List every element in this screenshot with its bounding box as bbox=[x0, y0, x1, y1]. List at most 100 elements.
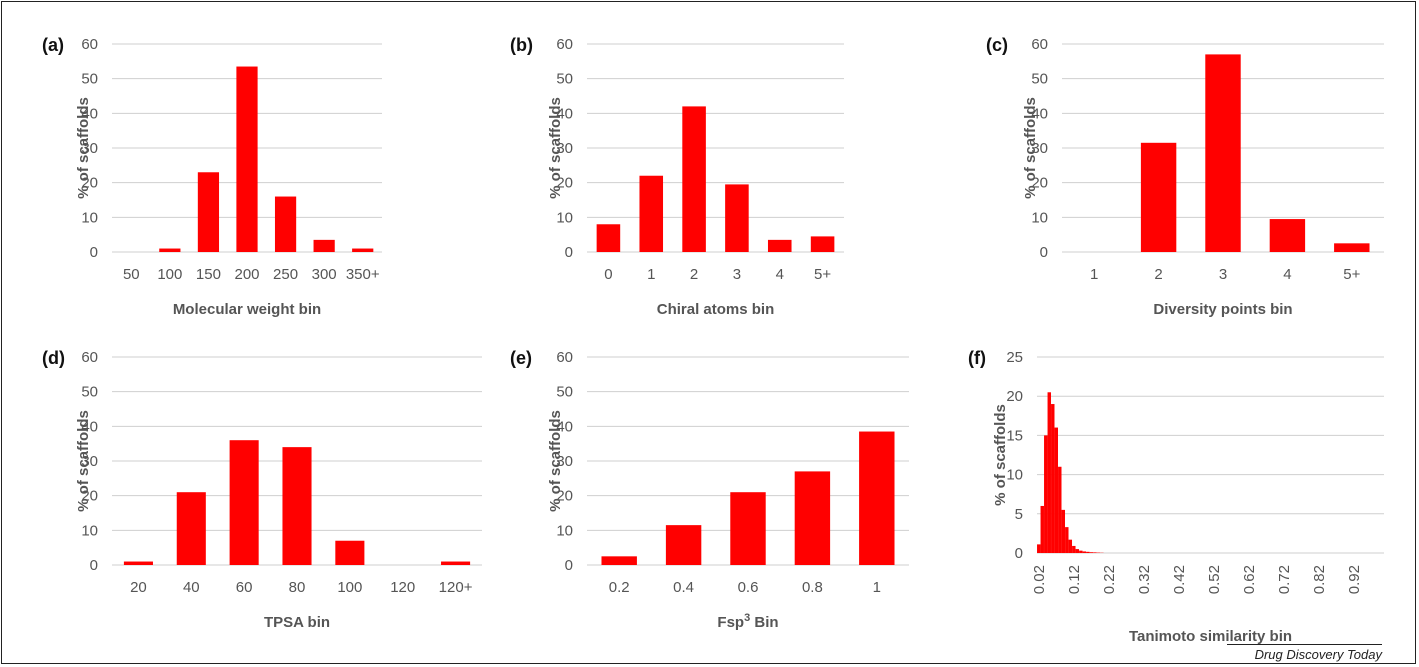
x-tick-label: 200 bbox=[234, 266, 259, 283]
y-tick-label: 0 bbox=[1040, 244, 1048, 261]
x-axis-title-superscript: 3 bbox=[744, 612, 750, 624]
x-tick-label: 0.4 bbox=[673, 579, 694, 596]
y-tick-label: 60 bbox=[1031, 36, 1048, 53]
x-tick-label: 40 bbox=[183, 579, 200, 596]
bar-0.07 bbox=[1054, 427, 1058, 553]
bar-2 bbox=[1140, 142, 1177, 252]
x-axis-title: TPSA bin bbox=[264, 614, 330, 631]
x-tick-label: 0.32 bbox=[1136, 565, 1153, 594]
bar-0.08 bbox=[1058, 466, 1062, 553]
x-tick-label: 0.2 bbox=[609, 579, 630, 596]
x-tick-label: 0.62 bbox=[1241, 565, 1258, 594]
x-tick-label: 300 bbox=[312, 266, 337, 283]
bar-0 bbox=[596, 224, 621, 252]
y-tick-label: 50 bbox=[556, 384, 573, 401]
chart-panel-e: (e) 0 10 20 30 40 50 60 % of scaffolds 0.2 0.4 0.6 0… bbox=[510, 348, 909, 631]
x-tick-label: 350+ bbox=[346, 266, 380, 283]
bar-3 bbox=[1205, 54, 1241, 253]
x-tick-label: 4 bbox=[776, 266, 784, 283]
y-tick-label: 40 bbox=[1031, 105, 1048, 122]
y-tick-label: 40 bbox=[556, 105, 573, 122]
credit-line: Drug Discovery Today bbox=[1227, 644, 1382, 662]
bar-0.1 bbox=[1065, 527, 1069, 553]
y-tick-label: 50 bbox=[81, 71, 98, 88]
y-tick-label: 20 bbox=[556, 175, 573, 192]
chart-panel-c: (c) 0 10 20 30 40 50 60 % of scaffolds 1 2 3 4 5+ Dive… bbox=[986, 35, 1384, 318]
y-tick-label: 50 bbox=[556, 71, 573, 88]
y-tick-label: 20 bbox=[1031, 175, 1048, 192]
y-tick-label: 0 bbox=[565, 244, 573, 261]
x-tick-label: 100 bbox=[157, 266, 182, 283]
bar-4 bbox=[767, 239, 792, 252]
y-tick-label: 10 bbox=[81, 522, 98, 539]
panel-label: (b) bbox=[510, 35, 533, 55]
bar-0.4 bbox=[665, 525, 702, 565]
x-tick-label: 1 bbox=[647, 266, 655, 283]
x-tick-label: 120+ bbox=[439, 579, 473, 596]
panel-label: (f) bbox=[968, 348, 986, 368]
y-tick-label: 20 bbox=[556, 488, 573, 505]
x-axis-title-part: Fsp bbox=[717, 614, 744, 631]
y-tick-label: 50 bbox=[81, 384, 98, 401]
y-tick-label: 0 bbox=[565, 557, 573, 574]
x-tick-label: 3 bbox=[733, 266, 741, 283]
bar-60 bbox=[229, 440, 259, 565]
bar-0.09 bbox=[1061, 509, 1066, 553]
x-tick-label: 4 bbox=[1283, 266, 1291, 283]
panel-label: (c) bbox=[986, 35, 1008, 55]
x-tick-label: 0.92 bbox=[1346, 565, 1363, 594]
x-tick-label: 60 bbox=[236, 579, 253, 596]
bar-5+ bbox=[810, 236, 835, 252]
y-axis-title: % of scaffolds bbox=[75, 410, 92, 512]
x-tick-label: 0.02 bbox=[1031, 565, 1048, 594]
x-tick-label: 20 bbox=[130, 579, 147, 596]
chart-panel-f: (f) 0 5 10 15 20 25 % of scaffolds 0.02 0.12 0.22 0… bbox=[968, 348, 1384, 645]
x-tick-label: 150 bbox=[196, 266, 221, 283]
bar-300 bbox=[313, 239, 335, 252]
x-axis-title: Diversity points bin bbox=[1153, 301, 1292, 318]
bar-100 bbox=[335, 540, 365, 565]
x-tick-label: 120 bbox=[390, 579, 415, 596]
y-tick-label: 30 bbox=[556, 140, 573, 157]
bar-3 bbox=[725, 184, 749, 252]
y-tick-label: 10 bbox=[81, 209, 98, 226]
y-tick-label: 60 bbox=[556, 36, 573, 53]
bar-0.06 bbox=[1051, 404, 1055, 553]
x-tick-label: 0.8 bbox=[802, 579, 823, 596]
y-tick-label: 30 bbox=[556, 453, 573, 470]
bar-0.12 bbox=[1072, 545, 1076, 553]
bar-150 bbox=[197, 172, 220, 252]
bar-0.03 bbox=[1040, 505, 1044, 553]
y-tick-label: 5 bbox=[1015, 506, 1023, 523]
x-tick-label: 80 bbox=[289, 579, 306, 596]
x-tick-label: 50 bbox=[123, 266, 140, 283]
bar-120+ bbox=[441, 561, 471, 565]
y-axis-title: % of scaffolds bbox=[992, 404, 1009, 506]
bar-4 bbox=[1269, 219, 1306, 252]
x-tick-label: 0.82 bbox=[1311, 565, 1328, 594]
x-tick-label: 3 bbox=[1219, 266, 1227, 283]
y-tick-label: 10 bbox=[556, 522, 573, 539]
y-tick-label: 30 bbox=[1031, 140, 1048, 157]
bar-350+ bbox=[352, 248, 374, 252]
y-tick-label: 10 bbox=[556, 209, 573, 226]
x-axis-title: Tanimoto similarity bin bbox=[1129, 628, 1292, 645]
bar-80 bbox=[282, 447, 312, 565]
y-tick-label: 10 bbox=[1031, 209, 1048, 226]
y-tick-label: 15 bbox=[1006, 427, 1023, 444]
bar-0.6 bbox=[730, 492, 766, 565]
x-axis-title: Fsp3 Bin bbox=[717, 612, 778, 631]
y-tick-label: 20 bbox=[81, 175, 98, 192]
bar-0.14 bbox=[1079, 550, 1083, 553]
y-tick-label: 40 bbox=[81, 418, 98, 435]
bar-0.11 bbox=[1068, 539, 1073, 553]
y-tick-label: 0 bbox=[1015, 545, 1023, 562]
bar-0.02 bbox=[1037, 544, 1041, 553]
x-tick-label: 1 bbox=[873, 579, 881, 596]
x-tick-label: 0.52 bbox=[1206, 565, 1223, 594]
y-tick-label: 20 bbox=[81, 488, 98, 505]
bar-100 bbox=[159, 248, 181, 252]
y-tick-label: 60 bbox=[81, 349, 98, 366]
